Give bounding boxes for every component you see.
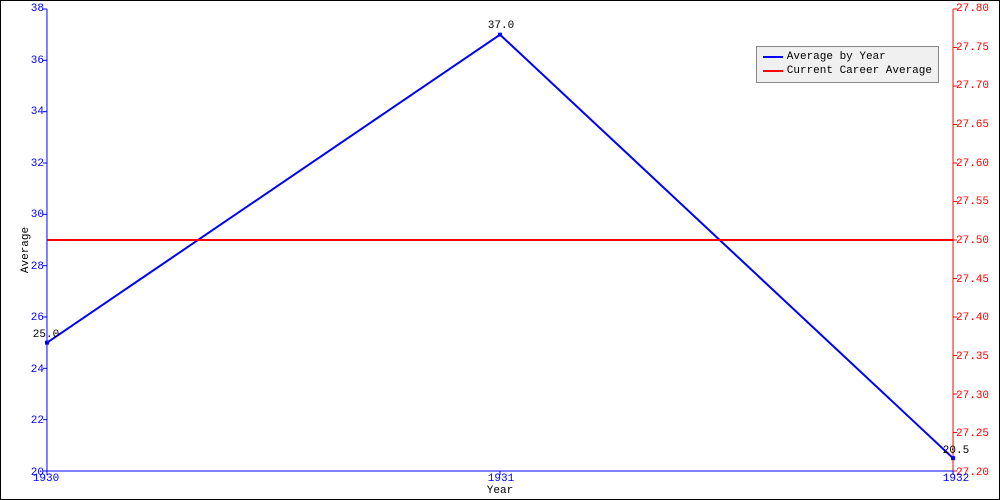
y-right-tick: 27.70 bbox=[956, 80, 989, 92]
legend-label: Current Career Average bbox=[787, 64, 932, 78]
y-left-tick: 24 bbox=[31, 364, 44, 376]
chart-container: Average Year Average by YearCurrent Care… bbox=[0, 0, 1000, 500]
y-left-tick: 30 bbox=[31, 209, 44, 221]
x-axis-label: Year bbox=[487, 485, 513, 497]
y-right-tick: 27.80 bbox=[956, 3, 989, 15]
y-left-tick: 34 bbox=[31, 106, 44, 118]
legend-swatch bbox=[763, 70, 783, 72]
y-left-tick: 26 bbox=[31, 312, 44, 324]
x-tick: 1931 bbox=[488, 473, 514, 485]
y-right-tick: 27.30 bbox=[956, 390, 989, 402]
data-point-label: 37.0 bbox=[488, 20, 514, 32]
y-left-tick: 36 bbox=[31, 55, 44, 67]
x-tick: 1932 bbox=[943, 473, 969, 485]
legend-swatch bbox=[763, 56, 783, 58]
x-tick: 1930 bbox=[33, 473, 59, 485]
legend-label: Average by Year bbox=[787, 50, 886, 64]
legend-item: Current Career Average bbox=[763, 64, 932, 78]
legend: Average by YearCurrent Career Average bbox=[756, 46, 939, 83]
y-right-tick: 27.75 bbox=[956, 42, 989, 54]
data-point-label: 25.0 bbox=[33, 329, 59, 341]
legend-item: Average by Year bbox=[763, 50, 932, 64]
y-right-tick: 27.45 bbox=[956, 274, 989, 286]
y-right-tick: 27.40 bbox=[956, 312, 989, 324]
data-point-label: 20.5 bbox=[943, 445, 969, 457]
y-right-tick: 27.65 bbox=[956, 119, 989, 131]
y-left-tick: 32 bbox=[31, 158, 44, 170]
y-right-tick: 27.35 bbox=[956, 351, 989, 363]
y-right-tick: 27.55 bbox=[956, 196, 989, 208]
y-left-tick: 28 bbox=[31, 261, 44, 273]
y-right-tick: 27.25 bbox=[956, 428, 989, 440]
y-right-tick: 27.60 bbox=[956, 158, 989, 170]
y-left-tick: 38 bbox=[31, 3, 44, 15]
y-right-tick: 27.50 bbox=[956, 235, 989, 247]
y-left-tick: 22 bbox=[31, 415, 44, 427]
